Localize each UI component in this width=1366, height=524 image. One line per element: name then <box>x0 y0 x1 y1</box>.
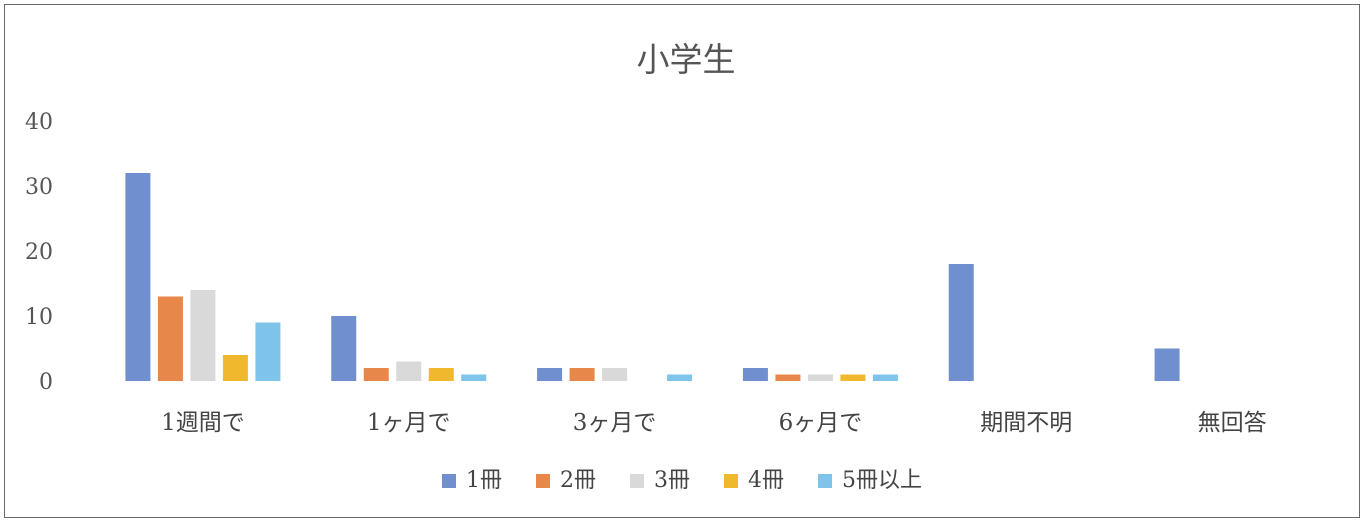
legend-label: 2冊 <box>560 468 596 493</box>
bar <box>461 374 487 381</box>
chart-title: 小学生 <box>637 40 736 79</box>
legend-label: 4冊 <box>748 468 784 493</box>
bar <box>157 296 183 381</box>
bar <box>807 374 833 381</box>
bar <box>948 264 974 381</box>
bar <box>396 361 422 381</box>
legend-label: 5冊以上 <box>842 468 922 493</box>
bar <box>222 355 248 381</box>
y-tick-label: 0 <box>39 370 53 395</box>
legend: 1冊 2冊 3冊 4冊 5冊以上 <box>442 468 922 493</box>
legend-swatch <box>818 474 832 488</box>
bar <box>428 368 454 381</box>
bar <box>331 316 357 381</box>
y-tick-label: 10 <box>25 305 53 330</box>
category-label: 6ヶ月で <box>779 410 863 436</box>
bar <box>363 368 389 381</box>
bar-chart: 小学生 0 10 20 30 40 1週間で 1ヶ月で 3ヶ月で 6ヶ月で 期間不明 無回答 1冊… <box>25 40 1267 493</box>
bar <box>840 374 866 381</box>
bar <box>775 374 801 381</box>
bar <box>667 374 693 381</box>
legend-label: 1冊 <box>466 468 502 493</box>
bar <box>602 368 628 381</box>
legend-swatch <box>630 474 644 488</box>
bar <box>125 173 151 381</box>
bar <box>255 322 281 381</box>
category-label: 無回答 <box>1198 410 1267 436</box>
y-tick-label: 20 <box>25 240 53 265</box>
bar <box>569 368 595 381</box>
bar <box>872 374 898 381</box>
legend-swatch <box>442 474 456 488</box>
legend-label: 3冊 <box>654 468 690 493</box>
y-tick-label: 40 <box>25 110 53 135</box>
legend-swatch <box>724 474 738 488</box>
bars-group <box>125 173 1180 381</box>
chart-frame: 小学生 0 10 20 30 40 1週間で 1ヶ月で 3ヶ月で 6ヶ月で 期間不明 無回答 1冊… <box>4 4 1360 518</box>
y-tick-label: 30 <box>25 175 53 200</box>
category-label: 3ヶ月で <box>573 410 657 436</box>
x-axis: 1週間で 1ヶ月で 3ヶ月で 6ヶ月で 期間不明 無回答 <box>161 410 1266 436</box>
category-label: 1週間で <box>161 410 245 436</box>
y-axis: 0 10 20 30 40 <box>25 110 53 395</box>
category-label: 期間不明 <box>980 410 1072 436</box>
bar <box>190 290 216 381</box>
bar <box>1154 348 1180 381</box>
legend-swatch <box>536 474 550 488</box>
bar <box>742 368 768 381</box>
bar <box>537 368 563 381</box>
category-label: 1ヶ月で <box>367 410 451 436</box>
